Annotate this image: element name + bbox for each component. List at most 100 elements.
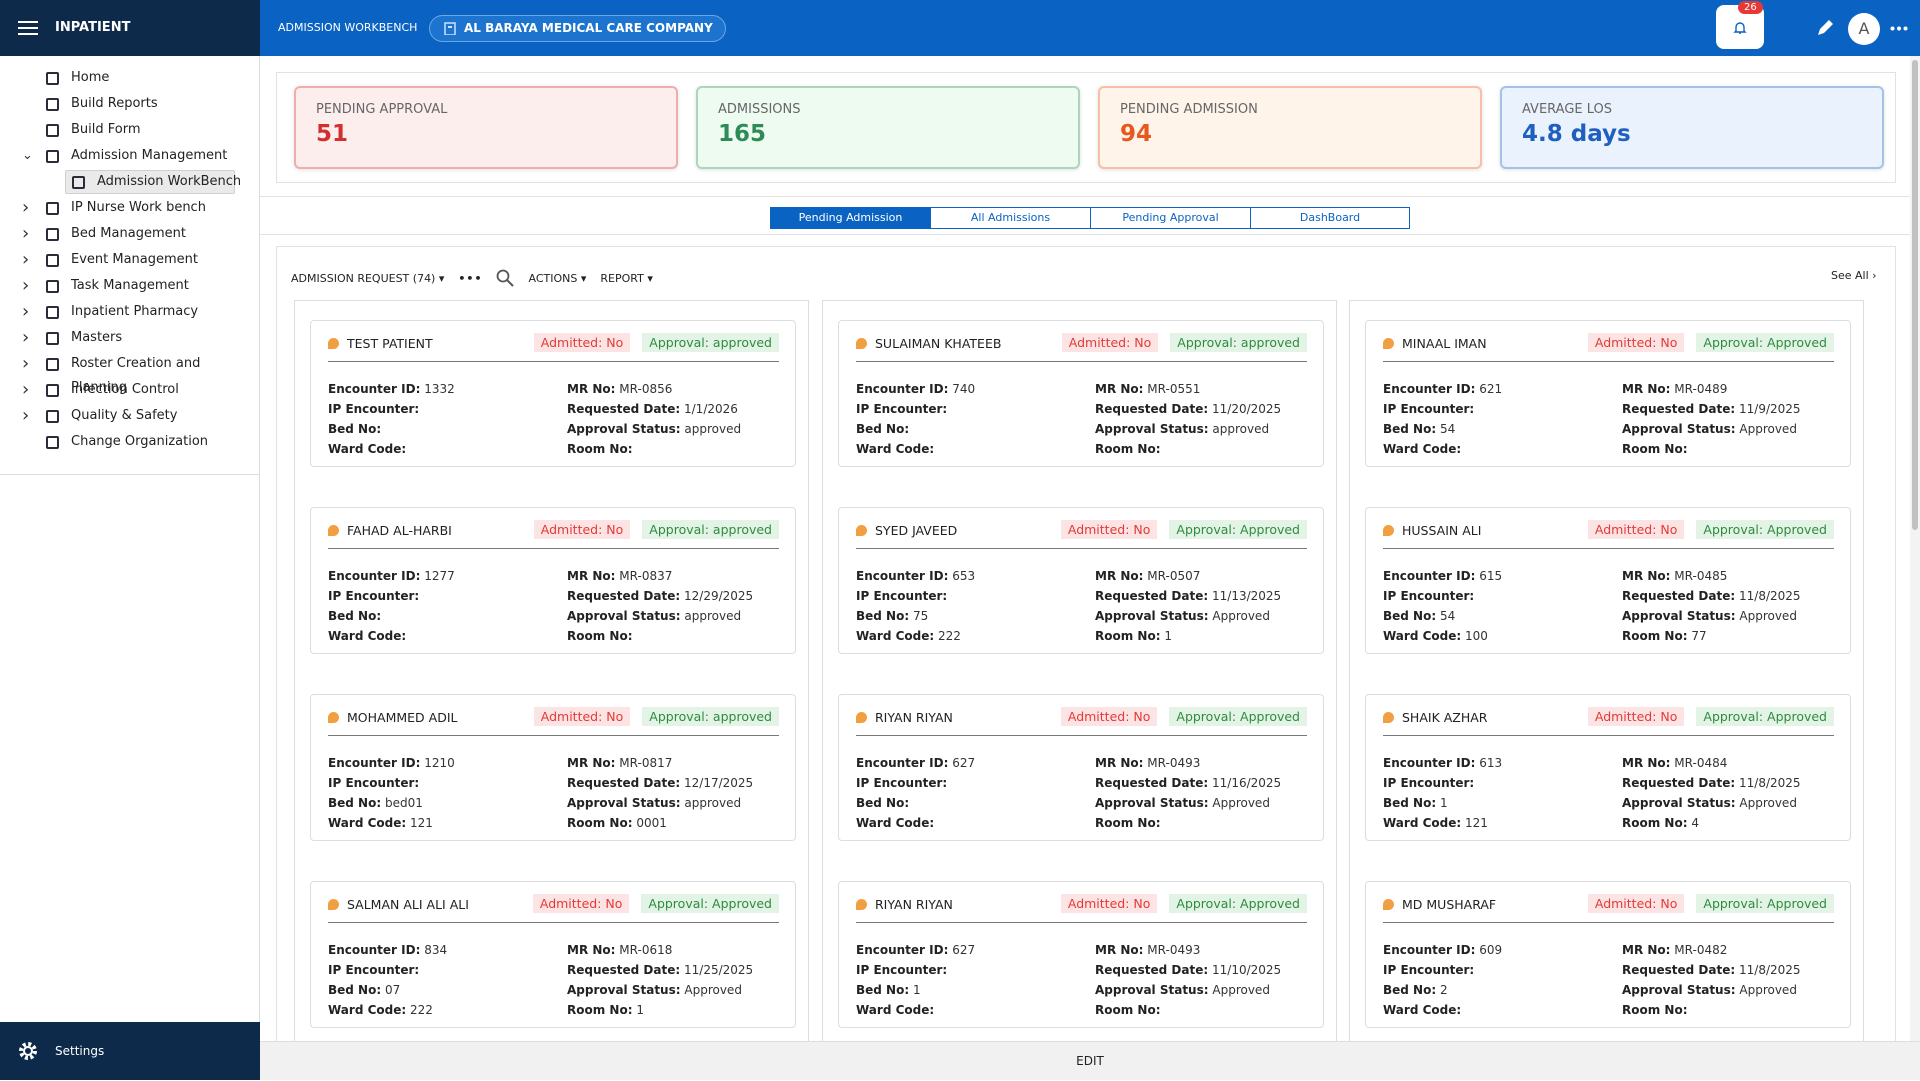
expand-arrow[interactable]: › — [22, 223, 30, 244]
expand-arrow[interactable]: › — [22, 197, 30, 218]
more-button[interactable]: ••• — [458, 271, 483, 285]
field: Encounter ID: 615 — [1383, 569, 1502, 583]
field-label: Ward Code: — [328, 816, 407, 830]
nav-item[interactable]: ⌄ Admission Management — [0, 144, 259, 168]
nav-item[interactable]: › Inpatient Pharmacy — [0, 300, 259, 324]
field: Room No: 4 — [1622, 816, 1699, 830]
expand-arrow[interactable]: › — [22, 405, 30, 426]
kpi-panel — [276, 72, 1896, 183]
edit-icon[interactable] — [1815, 18, 1835, 38]
patient-card[interactable]: RIYAN RIYAN Admitted: No Approval: Approve… — [838, 694, 1324, 841]
field: IP Encounter: — [1383, 589, 1474, 603]
top-bar: ADMISSION WORKBENCH AL BARAYA MEDICAL CA… — [260, 0, 1920, 56]
card-divider — [328, 361, 779, 362]
nav-item[interactable]: Change Organization — [0, 430, 259, 454]
expand-arrow[interactable]: › — [22, 301, 30, 322]
field-label: Ward Code: — [1383, 442, 1462, 456]
field-value: 1 — [1164, 629, 1172, 643]
settings-bar[interactable]: Settings — [0, 1022, 260, 1080]
approval-badge: Approval: approved — [642, 333, 779, 352]
field-label: IP Encounter: — [1383, 963, 1475, 977]
nav-item[interactable]: › Task Management — [0, 274, 259, 298]
more-icon[interactable] — [1890, 26, 1908, 31]
organization-chip[interactable]: AL BARAYA MEDICAL CARE COMPANY — [429, 15, 726, 42]
nav-item[interactable]: › Roster Creation and Planning — [0, 352, 259, 395]
notification-button[interactable]: 26 — [1716, 1, 1764, 49]
field-value: 11/13/2025 — [1212, 589, 1282, 603]
field: Approval Status: Approved — [567, 983, 742, 997]
badges: Admitted: No Approval: Approved — [1576, 894, 1834, 913]
field-label: Encounter ID: — [1383, 756, 1476, 770]
patient-card[interactable]: TEST PATIENT Admitted: No Approval: approv… — [310, 320, 796, 467]
nav-item[interactable]: › IP Nurse Work bench — [0, 196, 259, 220]
scroll-thumb[interactable] — [1912, 60, 1918, 530]
field: Room No: — [1095, 442, 1161, 456]
avatar[interactable]: A — [1848, 13, 1880, 45]
field: Requested Date: 11/10/2025 — [1095, 963, 1281, 977]
nav-item[interactable]: Home — [0, 66, 259, 90]
field-value: Approved — [1212, 796, 1270, 810]
actions-dropdown[interactable]: ACTIONS ▾ — [528, 271, 587, 285]
expand-arrow[interactable]: › — [22, 353, 30, 374]
patient-card[interactable]: HUSSAIN ALI Admitted: No Approval: Approve… — [1365, 507, 1851, 654]
report-dropdown[interactable]: REPORT ▾ — [600, 271, 653, 285]
field: IP Encounter: — [1383, 402, 1474, 416]
nav-item[interactable]: › Infection Control — [0, 378, 259, 402]
search-icon[interactable] — [496, 269, 515, 287]
field-label: Encounter ID: — [1383, 382, 1476, 396]
menu-icon[interactable] — [18, 20, 38, 36]
expand-arrow[interactable]: ⌄ — [22, 148, 33, 163]
request-dropdown[interactable]: ADMISSION REQUEST (74) ▾ — [291, 271, 445, 285]
expand-arrow[interactable]: › — [22, 327, 30, 348]
patient-card[interactable]: RIYAN RIYAN Admitted: No Approval: Approve… — [838, 881, 1324, 1028]
field-label: Requested Date: — [1095, 402, 1209, 416]
tab[interactable]: Pending Admission — [770, 207, 931, 229]
field-value: 615 — [1479, 569, 1503, 583]
nav-label: Roster Creation and Planning — [71, 356, 201, 395]
field-value: 121 — [410, 816, 433, 830]
nav-item[interactable]: Admission WorkBench — [0, 170, 259, 194]
patient-card[interactable]: SALMAN ALI ALI ALI Admitted: No Approval: … — [310, 881, 796, 1028]
nav-item[interactable]: › Quality & Safety — [0, 404, 259, 428]
bell-icon — [1733, 22, 1747, 34]
edit-bar[interactable]: EDIT — [260, 1041, 1920, 1080]
patient-card[interactable]: SYED JAVEED Admitted: No Approval: Approve… — [838, 507, 1324, 654]
org-icon — [444, 22, 456, 35]
field-value: Approved — [684, 983, 742, 997]
patient-card[interactable]: SHAIK AZHAR Admitted: No Approval: Approve… — [1365, 694, 1851, 841]
nav-icon — [46, 358, 59, 371]
nav-icon — [46, 202, 59, 215]
nav-item[interactable]: › Event Management — [0, 248, 259, 272]
patient-card[interactable]: MINAAL IMAN Admitted: No Approval: Approve… — [1365, 320, 1851, 467]
expand-arrow[interactable]: › — [22, 379, 30, 400]
field-label: Room No: — [1095, 816, 1161, 830]
expand-arrow[interactable]: › — [22, 249, 30, 270]
patient-card[interactable]: MD MUSHARAF Admitted: No Approval: Approve… — [1365, 881, 1851, 1028]
field: Room No: 1 — [1095, 629, 1172, 643]
nav-item[interactable]: Build Form — [0, 118, 259, 142]
patient-card[interactable]: MOHAMMED ADIL Admitted: No Approval: appro… — [310, 694, 796, 841]
patient-icon — [328, 899, 339, 910]
badges: Admitted: No Approval: approved — [1050, 333, 1307, 352]
tab[interactable]: All Admissions — [930, 207, 1091, 229]
nav-item[interactable]: Build Reports — [0, 92, 259, 116]
badges: Admitted: No Approval: approved — [522, 520, 779, 539]
tab[interactable]: DashBoard — [1250, 207, 1410, 229]
patient-card[interactable]: FAHAD AL-HARBI Admitted: No Approval: appr… — [310, 507, 796, 654]
patient-card[interactable]: SULAIMAN KHATEEB Admitted: No Approval: ap… — [838, 320, 1324, 467]
nav-item[interactable]: › Masters — [0, 326, 259, 350]
see-all-link[interactable]: See All › — [1831, 269, 1877, 282]
field-label: Bed No: — [1383, 609, 1437, 623]
field-label: Room No: — [1095, 442, 1161, 456]
tab[interactable]: Pending Approval — [1090, 207, 1251, 229]
field-label: IP Encounter: — [856, 963, 948, 977]
field: Approval Status: Approved — [1622, 983, 1797, 997]
expand-arrow[interactable]: › — [22, 275, 30, 296]
field: MR No: MR-0817 — [567, 756, 672, 770]
field: Approval Status: Approved — [1095, 983, 1270, 997]
field-value: 100 — [1465, 629, 1488, 643]
field: Encounter ID: 627 — [856, 943, 975, 957]
nav-item[interactable]: › Bed Management — [0, 222, 259, 246]
field-value: Approved — [1739, 422, 1797, 436]
field-value: 740 — [952, 382, 976, 396]
